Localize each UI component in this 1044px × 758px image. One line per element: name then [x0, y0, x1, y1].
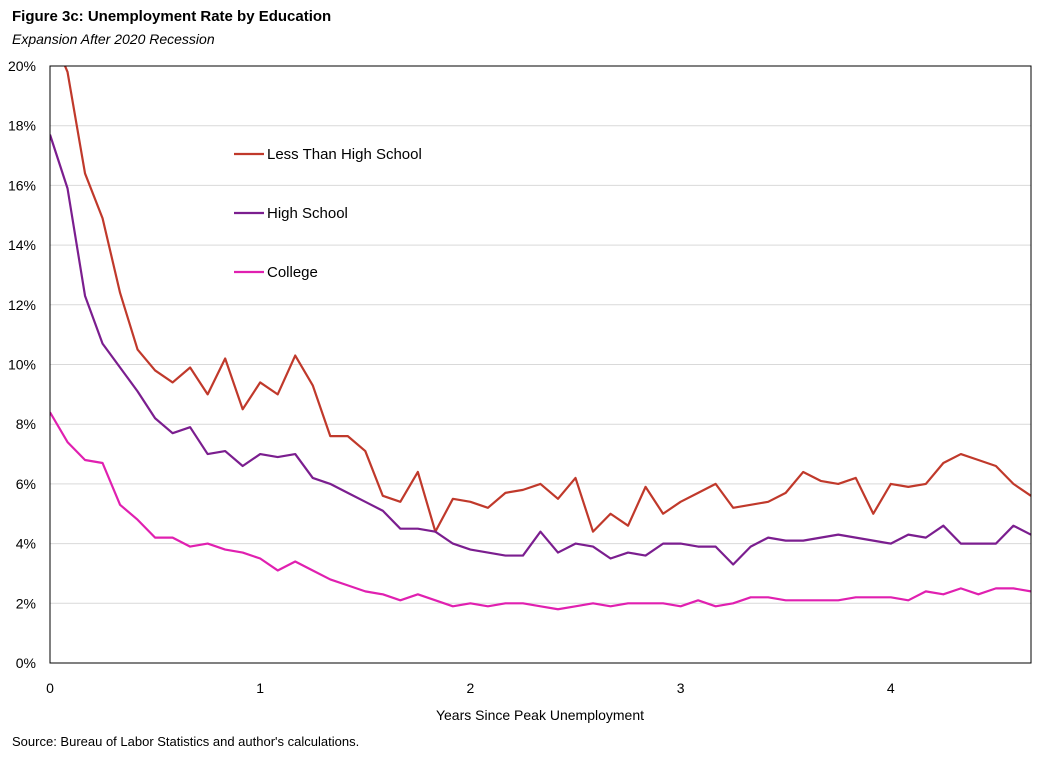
chart-title: Figure 3c: Unemployment Rate by Educatio…: [12, 8, 332, 25]
legend-label: High School: [267, 205, 348, 222]
series-line-high-school: [50, 134, 1031, 566]
legend: Less Than High School High School College: [234, 146, 422, 281]
x-tick-label: 4: [887, 680, 895, 696]
y-tick-label: 6%: [16, 476, 36, 492]
legend-item: College: [234, 264, 318, 281]
y-tick-label: 14%: [8, 237, 36, 253]
series-lines: [50, 66, 1031, 611]
x-tick-label: 0: [46, 680, 54, 696]
y-tick-label: 20%: [8, 58, 36, 74]
x-tick-label: 3: [677, 680, 685, 696]
legend-label: Less Than High School: [267, 146, 422, 163]
y-tick-label: 0%: [16, 655, 36, 671]
y-tick-label: 18%: [8, 118, 36, 134]
legend-label: College: [267, 264, 318, 281]
y-tick-label: 8%: [16, 416, 36, 432]
series-line-college: [50, 411, 1031, 611]
x-axis-tick-labels: 0 1 2 3 4: [46, 680, 895, 696]
y-tick-label: 12%: [8, 297, 36, 313]
series-line-less-than-high-school: [63, 66, 1031, 533]
y-tick-label: 16%: [8, 177, 36, 193]
y-axis-tick-labels: 0% 2% 4% 6% 8% 10% 12% 14% 16% 18% 20%: [8, 58, 36, 671]
source-note: Source: Bureau of Labor Statistics and a…: [12, 734, 360, 749]
x-axis-title: Years Since Peak Unemployment: [436, 707, 644, 723]
x-tick-label: 1: [256, 680, 264, 696]
plot-area-border: [49, 65, 1032, 664]
y-tick-label: 10%: [8, 357, 36, 373]
y-tick-label: 4%: [16, 536, 36, 552]
gridlines: [50, 125, 1031, 604]
legend-item: High School: [234, 205, 348, 222]
chart-subtitle: Expansion After 2020 Recession: [12, 31, 215, 47]
legend-item: Less Than High School: [234, 146, 422, 163]
y-tick-label: 2%: [16, 595, 36, 611]
x-tick-label: 2: [467, 680, 475, 696]
